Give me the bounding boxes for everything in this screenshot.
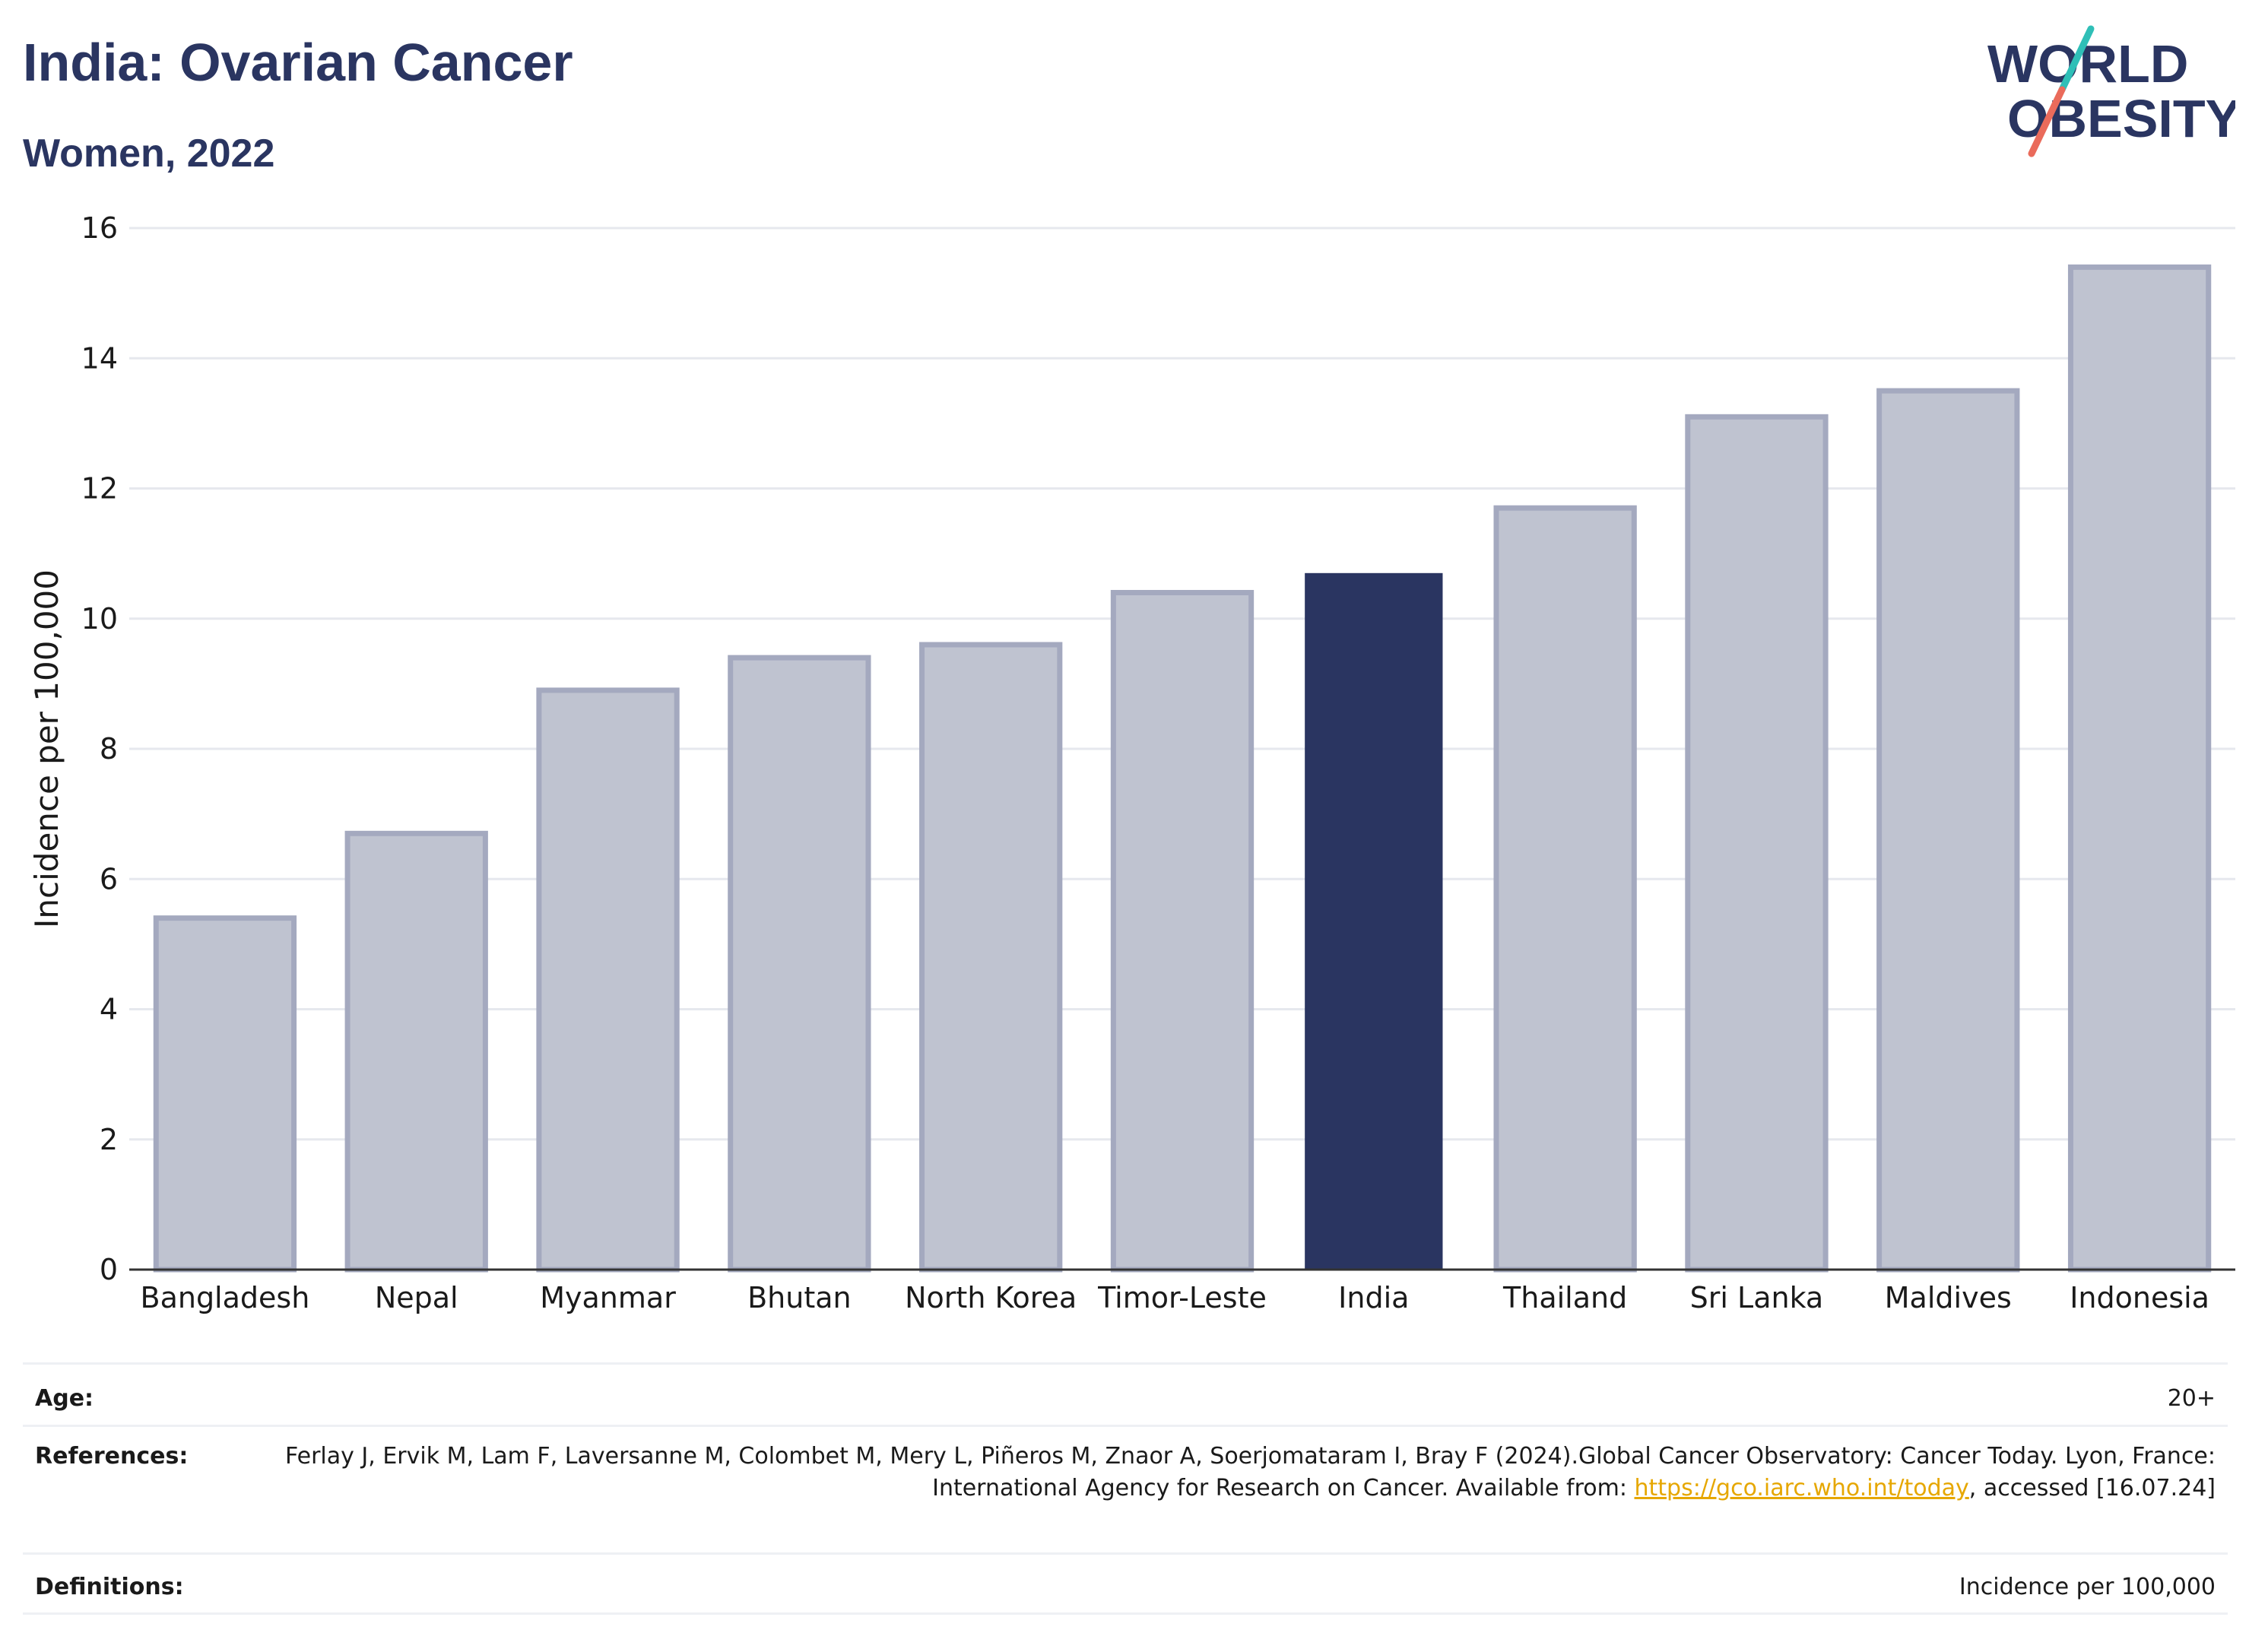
x-tick-label: Indonesia xyxy=(2070,1281,2209,1314)
bar-myanmar xyxy=(536,687,680,1273)
age-row: Age: 20+ xyxy=(23,1362,2228,1425)
y-tick-label: 10 xyxy=(81,602,118,636)
x-tick-label: Thailand xyxy=(1502,1281,1627,1314)
info-table: Age: 20+ References: Ferlay J, Ervik M, … xyxy=(23,1362,2228,1615)
bars xyxy=(153,264,2212,1273)
bar-chart: 0 2 4 6 8 10 12 14 16 Bangladesh Nepal Myanmar Bhut… xyxy=(28,211,2235,1314)
logo-line-1: WORLD xyxy=(1987,34,2188,94)
y-tick-label: 2 xyxy=(100,1123,118,1156)
x-tick-label: Maldives xyxy=(1885,1281,2012,1314)
logo-slash-teal xyxy=(2058,25,2095,94)
y-tick-label: 4 xyxy=(100,993,118,1026)
references-row: References: Ferlay J, Ervik M, Lam F, La… xyxy=(23,1425,2228,1552)
definitions-value: Incidence per 100,000 xyxy=(1959,1574,2216,1600)
age-value: 20+ xyxy=(2167,1385,2216,1412)
logo-slash-coral xyxy=(2028,86,2066,157)
chart-subtitle: Women, 2022 xyxy=(23,132,275,176)
y-axis-title: Incidence per 100,000 xyxy=(28,569,65,928)
bar-maldives xyxy=(1876,388,2020,1273)
x-axis-ticks: Bangladesh Nepal Myanmar Bhutan North Korea T… xyxy=(141,1281,2209,1314)
bar-nepal xyxy=(344,830,488,1273)
bar-north-korea xyxy=(919,642,1063,1273)
references-text: Ferlay J, Ervik M, Lam F, Laversanne M, … xyxy=(285,1443,2216,1501)
x-tick-label: Nepal xyxy=(375,1281,458,1314)
bar-bhutan xyxy=(728,655,871,1273)
x-tick-label: North Korea xyxy=(905,1281,1077,1314)
world-obesity-logo: WORLD OBESITY xyxy=(1987,25,2235,157)
y-axis-ticks: 0 2 4 6 8 10 12 14 16 xyxy=(81,211,118,1286)
bar-timor-leste xyxy=(1110,590,1255,1273)
bar-indonesia xyxy=(2067,264,2212,1273)
references-suffix: , accessed [16.07.24] xyxy=(1968,1475,2216,1501)
y-tick-label: 14 xyxy=(81,341,118,375)
bar-sri-lanka xyxy=(1685,414,1829,1273)
bar-india xyxy=(1305,572,1443,1270)
x-tick-label: Bangladesh xyxy=(141,1281,310,1314)
x-tick-label: India xyxy=(1338,1281,1409,1314)
definitions-label: Definitions: xyxy=(35,1574,184,1600)
references-link[interactable]: https://gco.iarc.who.int/today xyxy=(1634,1475,1969,1501)
y-tick-label: 16 xyxy=(81,211,118,245)
x-tick-label: Timor-Leste xyxy=(1097,1281,1267,1314)
y-tick-label: 8 xyxy=(100,732,118,766)
x-tick-label: Bhutan xyxy=(747,1281,852,1314)
bar-thailand xyxy=(1493,505,1637,1273)
x-tick-label: Sri Lanka xyxy=(1690,1281,1824,1314)
chart-title: India: Ovarian Cancer xyxy=(23,33,573,92)
x-tick-label: Myanmar xyxy=(540,1281,676,1314)
references-value: Ferlay J, Ervik M, Lam F, Laversanne M, … xyxy=(218,1441,2216,1505)
y-tick-label: 12 xyxy=(81,472,118,506)
age-label: Age: xyxy=(35,1385,94,1412)
bar-bangladesh xyxy=(153,915,297,1273)
references-label: References: xyxy=(35,1443,189,1470)
y-tick-label: 0 xyxy=(100,1253,118,1286)
definitions-row: Definitions: Incidence per 100,000 xyxy=(23,1552,2228,1615)
y-tick-label: 6 xyxy=(100,862,118,896)
